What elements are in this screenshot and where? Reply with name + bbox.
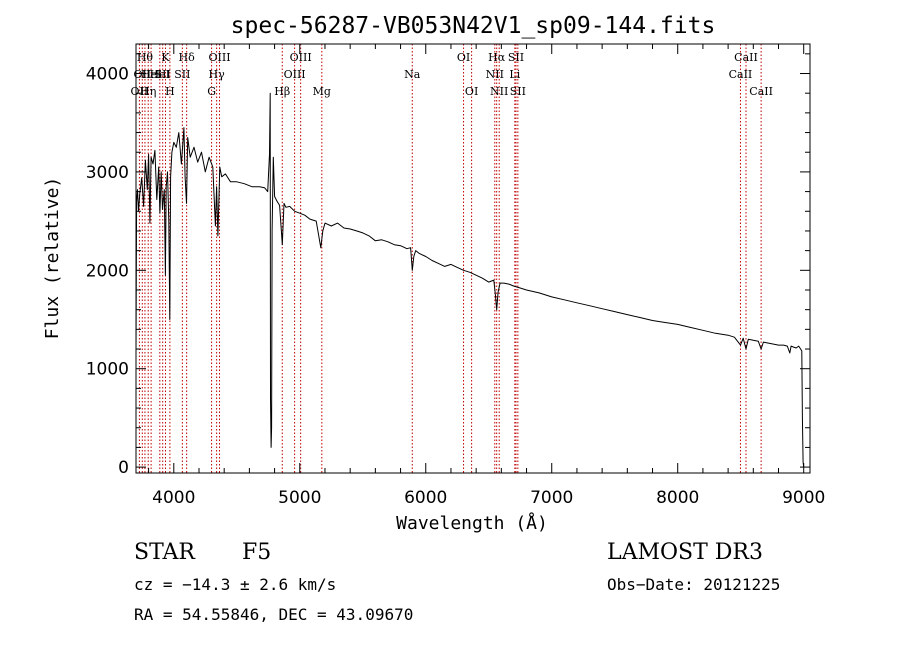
marker-label-27: CaII <box>729 68 753 81</box>
marker-label-5: HeI <box>150 68 170 81</box>
x-tick-label: 5000 <box>278 488 321 508</box>
series-line-0 <box>135 92 805 468</box>
x-tick-label: 7000 <box>530 488 573 508</box>
marker-label-19: OI <box>457 51 470 64</box>
marker-label-25: SII <box>508 51 524 64</box>
x-axis-label: Wavelength (Å) <box>396 512 548 534</box>
marker-label-4: HeI <box>141 68 161 81</box>
marker-label-16: OIII <box>290 51 312 64</box>
x-tick-label: 8000 <box>656 488 699 508</box>
y-tick-label: 2000 <box>86 261 129 281</box>
marker-label-14: Hβ <box>274 85 290 98</box>
axis-ticks: 4000 5000 6000 7000 8000 9000 0 1000 2000 3000 400… <box>86 44 825 508</box>
y-tick-label: 0 <box>118 458 129 478</box>
spectral-line-labels: OIIOIIHθHηHeIHeISIIKHSIIHδGHγOIIIHβOIIIO… <box>131 51 773 98</box>
x-tick-label: 9000 <box>782 488 825 508</box>
marker-label-10: Hδ <box>179 51 196 64</box>
plot-frame <box>135 43 811 474</box>
marker-label-18: Na <box>404 68 421 81</box>
marker-label-23: NII <box>490 85 508 98</box>
obs-date: Obs−Date: 20121225 <box>607 575 781 594</box>
marker-label-1: OII <box>133 68 151 81</box>
marker-label-11: G <box>207 85 216 98</box>
marker-label-12: Hγ <box>209 68 226 81</box>
marker-label-22: Hα <box>488 51 506 64</box>
x-tick-label: 4000 <box>152 488 195 508</box>
marker-label-13: OIII <box>208 51 230 64</box>
object-class: STAR <box>134 540 195 565</box>
y-axis-label: Flux (relative) <box>42 177 63 340</box>
marker-label-7: K <box>161 51 170 64</box>
redshift-text: cz = −14.3 ± 2.6 km/s <box>134 575 337 594</box>
marker-label-28: CaII <box>734 51 758 64</box>
object-subclass: F5 <box>242 540 272 565</box>
marker-label-17: Mg <box>313 85 331 98</box>
marker-label-2: Hθ <box>137 51 154 64</box>
spectral-line-markers <box>138 44 762 473</box>
marker-label-21: NII <box>486 68 504 81</box>
marker-label-26: SII <box>510 85 526 98</box>
survey-name: LAMOST DR3 <box>607 540 763 565</box>
marker-label-15: OIII <box>284 68 306 81</box>
marker-label-6: SII <box>155 68 171 81</box>
y-tick-label: 3000 <box>86 163 129 183</box>
marker-label-9: SII <box>174 68 190 81</box>
marker-label-20: OI <box>465 85 478 98</box>
y-tick-label: 4000 <box>86 65 129 85</box>
marker-label-29: CaII <box>749 85 773 98</box>
x-tick-label: 6000 <box>404 488 447 508</box>
marker-label-3: Hη <box>140 85 156 98</box>
marker-label-8: H <box>165 85 175 98</box>
flux-series <box>135 92 805 468</box>
coordinates: RA = 54.55846, DEC = 43.09670 <box>134 605 414 624</box>
marker-label-24: Li <box>509 68 520 81</box>
marker-label-0: OII <box>131 85 149 98</box>
chart-title: spec-56287-VB053N42V1_sp09-144.fits <box>231 13 716 39</box>
y-tick-label: 1000 <box>86 360 129 380</box>
